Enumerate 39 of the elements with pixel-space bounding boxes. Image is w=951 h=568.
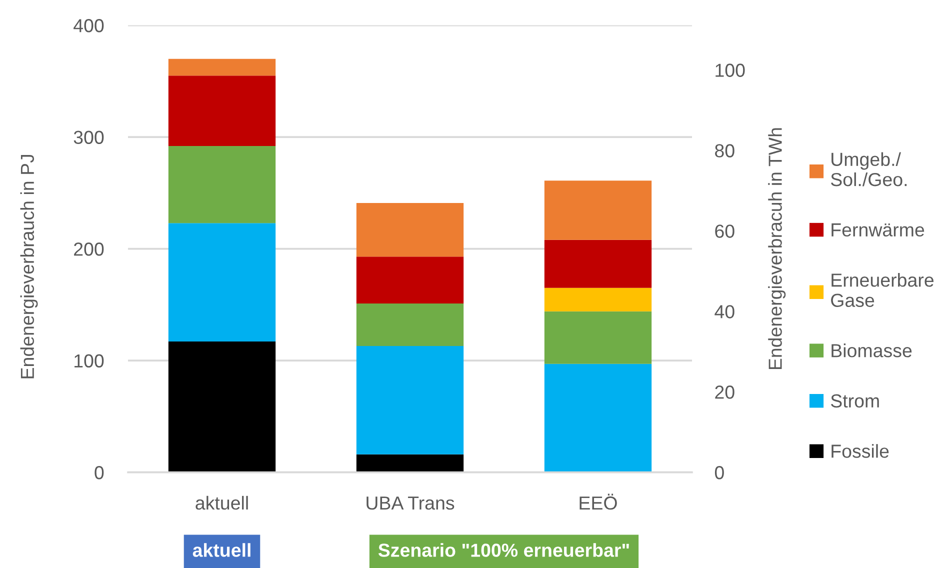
bar (544, 288, 652, 312)
bar (544, 364, 652, 472)
bar (168, 76, 276, 146)
bar (544, 180, 652, 240)
y2-tick-label: 0 (714, 466, 724, 480)
y2-tick-label: 40 (714, 305, 734, 318)
bar (356, 346, 464, 454)
legend-label: Biomasse (832, 344, 912, 358)
legend-label: Fernwärme (832, 223, 924, 237)
bar (356, 304, 464, 346)
bar (356, 202, 464, 257)
y-axis-title: Endenergieverbrauch in PJ (20, 154, 38, 378)
y-tick-label: 400 (74, 19, 104, 32)
legend-label: Erneuerbare Gase (831, 273, 934, 307)
y-tick-label: 100 (74, 354, 104, 368)
bar (356, 454, 464, 472)
x-tick-label: UBA Trans (366, 496, 454, 510)
bar (168, 223, 276, 342)
x-tick-label: EEÖ (580, 494, 617, 510)
y-tick-label: 300 (74, 130, 104, 144)
y-tick-label: 0 (94, 466, 104, 480)
y2-tick-label: 80 (715, 144, 734, 158)
text: Szenario "100% erneuerbar" (378, 543, 629, 557)
x-tick-label: aktuell (196, 496, 248, 510)
legend-label: Fossile (832, 444, 889, 458)
bar (168, 146, 276, 224)
legend-label: Strom (830, 394, 879, 408)
bar (168, 342, 276, 472)
y2-axis-title: Endenergieverbracuh in TWh (768, 128, 786, 370)
legend-label: Umgeb./ Sol./Geo. (830, 152, 907, 186)
y2-tick-label: 100 (716, 64, 745, 77)
text: aktuell (192, 543, 250, 557)
y-tick-label: 200 (74, 242, 104, 256)
bar (544, 311, 652, 364)
bar (168, 58, 276, 76)
bar (356, 256, 464, 304)
y2-tick-label: 20 (715, 386, 734, 399)
y2-tick-label: 60 (715, 224, 734, 238)
bar (544, 240, 652, 288)
